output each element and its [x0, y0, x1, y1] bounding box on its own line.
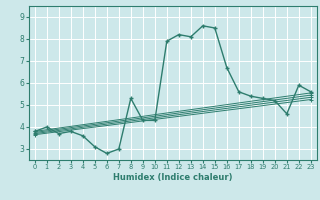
X-axis label: Humidex (Indice chaleur): Humidex (Indice chaleur) — [113, 173, 233, 182]
